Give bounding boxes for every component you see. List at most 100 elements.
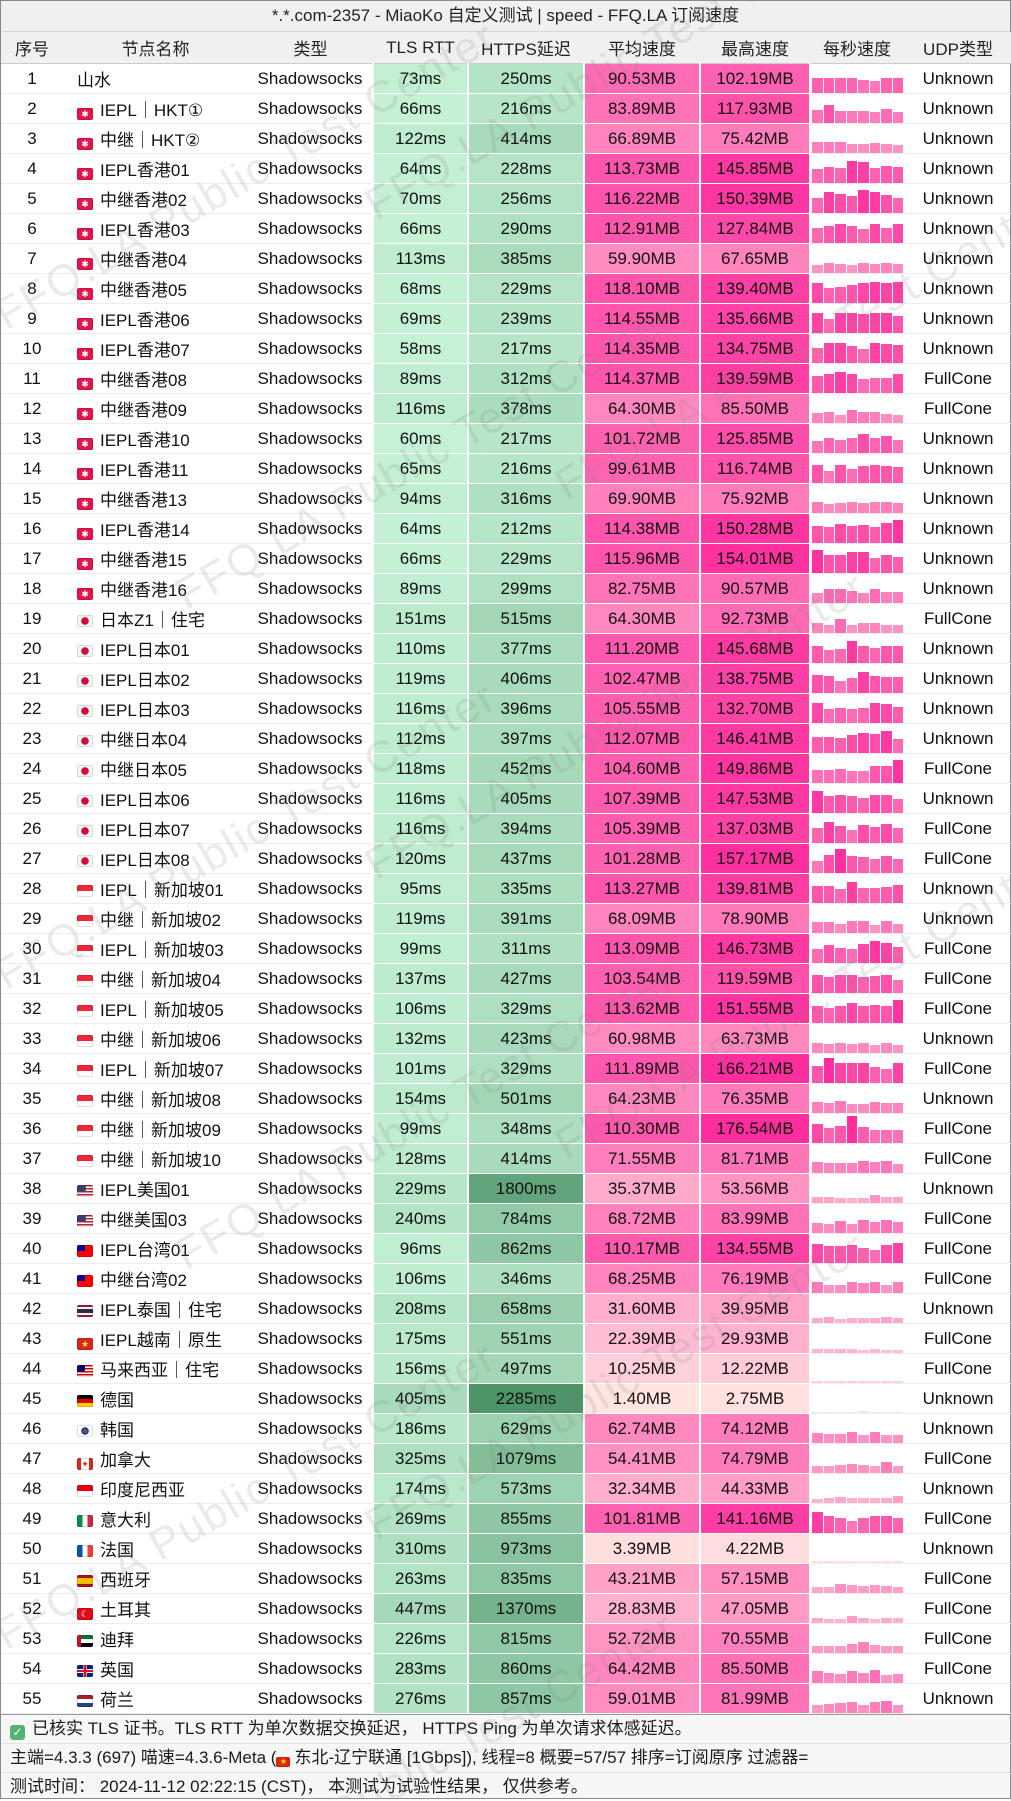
node-name-cell: IEPL｜新加坡05 xyxy=(63,993,248,1024)
node-name: 中继香港13 xyxy=(100,491,187,510)
footer-meta-prefix: 主端=4.3.3 (697) 喵速=4.3.6-Meta ( xyxy=(10,1748,277,1767)
per-second-sparkline xyxy=(810,1263,904,1294)
https-latency-cell: 423ms xyxy=(467,1023,585,1054)
avg-speed-cell: 101.81MB xyxy=(583,1503,701,1534)
avg-speed-cell: 113.27MB xyxy=(583,873,701,904)
avg-speed-cell: 101.72MB xyxy=(583,423,701,454)
node-name: 英国 xyxy=(100,1661,134,1680)
avg-speed-cell: 107.39MB xyxy=(583,783,701,814)
per-second-sparkline xyxy=(810,1323,904,1354)
tls-rtt-cell: 283ms xyxy=(372,1653,469,1684)
udp-type: Unknown xyxy=(904,513,1011,544)
udp-type: FullCone xyxy=(904,933,1011,964)
per-second-sparkline xyxy=(810,1083,904,1114)
node-type: Shadowsocks xyxy=(248,1353,373,1384)
speed-bars xyxy=(812,1115,903,1143)
udp-type: Unknown xyxy=(904,1413,1011,1444)
udp-type: Unknown xyxy=(904,1683,1011,1714)
https-latency-cell: 316ms xyxy=(467,483,585,514)
speed-bars xyxy=(812,935,903,963)
per-second-sparkline xyxy=(810,333,904,364)
table-row: 35 中继｜新加坡08 Shadowsocks 154ms 501ms 64.2… xyxy=(1,1083,1011,1114)
flag-icon-jp xyxy=(77,645,93,657)
avg-speed-cell: 52.72MB xyxy=(583,1623,701,1654)
row-index: 38 xyxy=(1,1173,63,1204)
col-header-avg-speed: 平均速度 xyxy=(584,32,700,64)
node-type: Shadowsocks xyxy=(248,423,373,454)
avg-speed-cell: 68.09MB xyxy=(583,903,701,934)
tls-rtt-cell: 120ms xyxy=(372,843,469,874)
https-latency-cell: 815ms xyxy=(467,1623,585,1654)
table-row: 2 ✱ IEPL｜HKT① Shadowsocks 66ms 216ms 83.8… xyxy=(1,93,1011,124)
https-latency-cell: 515ms xyxy=(467,603,585,634)
row-index: 10 xyxy=(1,333,63,364)
speed-bars xyxy=(812,1175,903,1203)
udp-type: Unknown xyxy=(904,273,1011,304)
https-latency-cell: 217ms xyxy=(467,333,585,364)
udp-type: FullCone xyxy=(904,753,1011,784)
table-row: 29 中继｜新加坡02 Shadowsocks 119ms 391ms 68.0… xyxy=(1,903,1011,934)
speed-bars xyxy=(812,1685,903,1713)
max-speed-cell: 166.21MB xyxy=(699,1053,811,1084)
node-name: 加拿大 xyxy=(100,1451,151,1470)
avg-speed-cell: 101.28MB xyxy=(583,843,701,874)
avg-speed-cell: 114.38MB xyxy=(583,513,701,544)
node-name-cell: 中继台湾02 xyxy=(63,1263,248,1294)
node-type: Shadowsocks xyxy=(248,1683,373,1714)
node-name-cell: 山水 xyxy=(63,63,248,94)
node-name-cell: IEPL日本06 xyxy=(63,783,248,814)
udp-type: FullCone xyxy=(904,1353,1011,1384)
udp-type: FullCone xyxy=(904,1323,1011,1354)
flag-icon-sg xyxy=(77,915,93,927)
udp-type: Unknown xyxy=(904,123,1011,154)
row-index: 8 xyxy=(1,273,63,304)
max-speed-cell: 146.73MB xyxy=(699,933,811,964)
https-latency-cell: 299ms xyxy=(467,573,585,604)
node-name: 中继｜新加坡06 xyxy=(100,1031,221,1050)
node-type: Shadowsocks xyxy=(248,1203,373,1234)
flag-icon-gb xyxy=(77,1665,93,1677)
flag-icon-hk: ✱ xyxy=(77,408,93,420)
avg-speed-cell: 64.23MB xyxy=(583,1083,701,1114)
table-row: 15 ✱ 中继香港13 Shadowsocks 94ms 316ms 69.90M… xyxy=(1,483,1011,514)
speed-bars xyxy=(812,1415,903,1443)
max-speed-cell: 12.22MB xyxy=(699,1353,811,1384)
node-name-cell: ✱ 中继香港16 xyxy=(63,573,248,604)
node-type: Shadowsocks xyxy=(248,963,373,994)
table-row: 54 英国 Shadowsocks 283ms 860ms 64.42MB 85… xyxy=(1,1653,1011,1684)
udp-type: FullCone xyxy=(904,843,1011,874)
speed-bars xyxy=(812,1445,903,1473)
avg-speed-cell: 114.35MB xyxy=(583,333,701,364)
table-row: 19 日本Z1｜住宅 Shadowsocks 151ms 515ms 64.30… xyxy=(1,603,1011,634)
per-second-sparkline xyxy=(810,1623,904,1654)
flag-icon-tr: ☾ xyxy=(77,1608,93,1620)
avg-speed-cell: 59.90MB xyxy=(583,243,701,274)
avg-speed-cell: 83.89MB xyxy=(583,93,701,124)
node-name-cell: ★ IEPL越南｜原生 xyxy=(63,1323,248,1354)
max-speed-cell: 92.73MB xyxy=(699,603,811,634)
speed-bars xyxy=(812,1595,903,1623)
node-name-cell: ✱ IEPL香港01 xyxy=(63,153,248,184)
udp-type: Unknown xyxy=(904,183,1011,214)
node-type: Shadowsocks xyxy=(248,1473,373,1504)
node-name: 山水 xyxy=(77,71,111,90)
https-latency-cell: 217ms xyxy=(467,423,585,454)
row-index: 45 xyxy=(1,1383,63,1414)
https-latency-cell: 216ms xyxy=(467,93,585,124)
table-row: 10 ✱ IEPL香港07 Shadowsocks 58ms 217ms 114.… xyxy=(1,333,1011,364)
max-speed-cell: 139.81MB xyxy=(699,873,811,904)
row-index: 25 xyxy=(1,783,63,814)
speed-bars xyxy=(812,1025,903,1053)
https-latency-cell: 501ms xyxy=(467,1083,585,1114)
max-speed-cell: 63.73MB xyxy=(699,1023,811,1054)
udp-type: Unknown xyxy=(904,93,1011,124)
footer: ✓ 已核实 TLS 证书。TLS RTT 为单次数据交换延迟， HTTPS Pin… xyxy=(1,1714,1010,1798)
node-name-cell: 意大利 xyxy=(63,1503,248,1534)
max-speed-cell: 125.85MB xyxy=(699,423,811,454)
tls-rtt-cell: 119ms xyxy=(372,663,469,694)
https-latency-cell: 405ms xyxy=(467,783,585,814)
avg-speed-cell: 113.62MB xyxy=(583,993,701,1024)
speed-bars xyxy=(812,845,903,873)
max-speed-cell: 154.01MB xyxy=(699,543,811,574)
node-name-cell: IEPL｜新加坡07 xyxy=(63,1053,248,1084)
